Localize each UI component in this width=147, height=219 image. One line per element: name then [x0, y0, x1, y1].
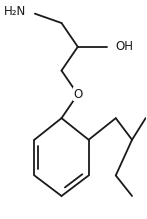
Text: H₂N: H₂N — [4, 5, 26, 18]
Text: O: O — [73, 88, 82, 101]
Text: OH: OH — [116, 40, 134, 53]
